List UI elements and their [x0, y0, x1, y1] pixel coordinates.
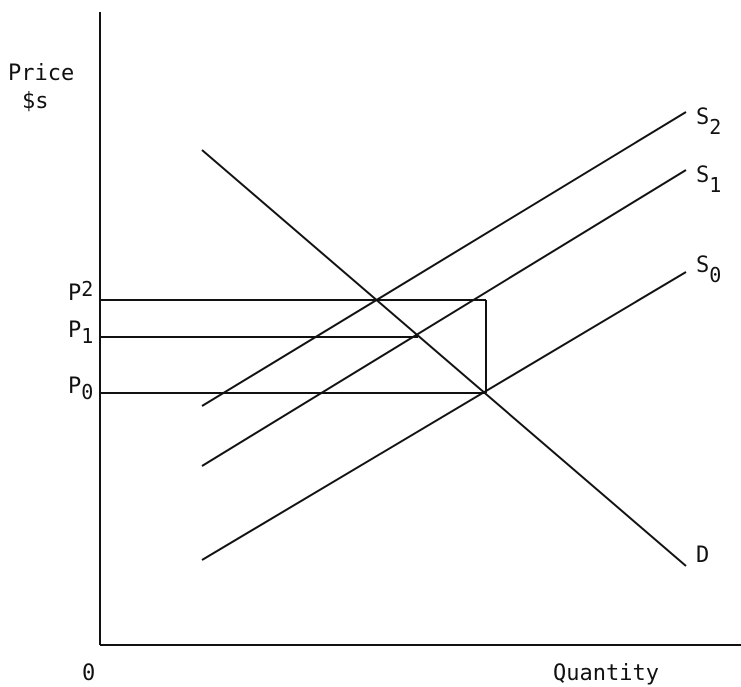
price-label: P1 — [68, 318, 93, 348]
supply-curve-0 — [201, 271, 687, 561]
curve-label: S2 — [696, 105, 721, 139]
demand-curve — [201, 149, 687, 567]
x-axis-label: Quantity — [553, 661, 659, 686]
supply-curve-2 — [201, 111, 687, 407]
curve-label: S0 — [696, 253, 721, 287]
curve-label: S1 — [696, 163, 721, 197]
curve-label: D — [696, 543, 709, 568]
origin-label: 0 — [82, 661, 95, 686]
y-axis-label: Price — [8, 61, 74, 86]
supply-curve-1 — [201, 169, 687, 467]
price-label: P2 — [68, 277, 93, 306]
price-label: P0 — [68, 374, 93, 404]
y-axis-unit: $s — [22, 89, 49, 114]
